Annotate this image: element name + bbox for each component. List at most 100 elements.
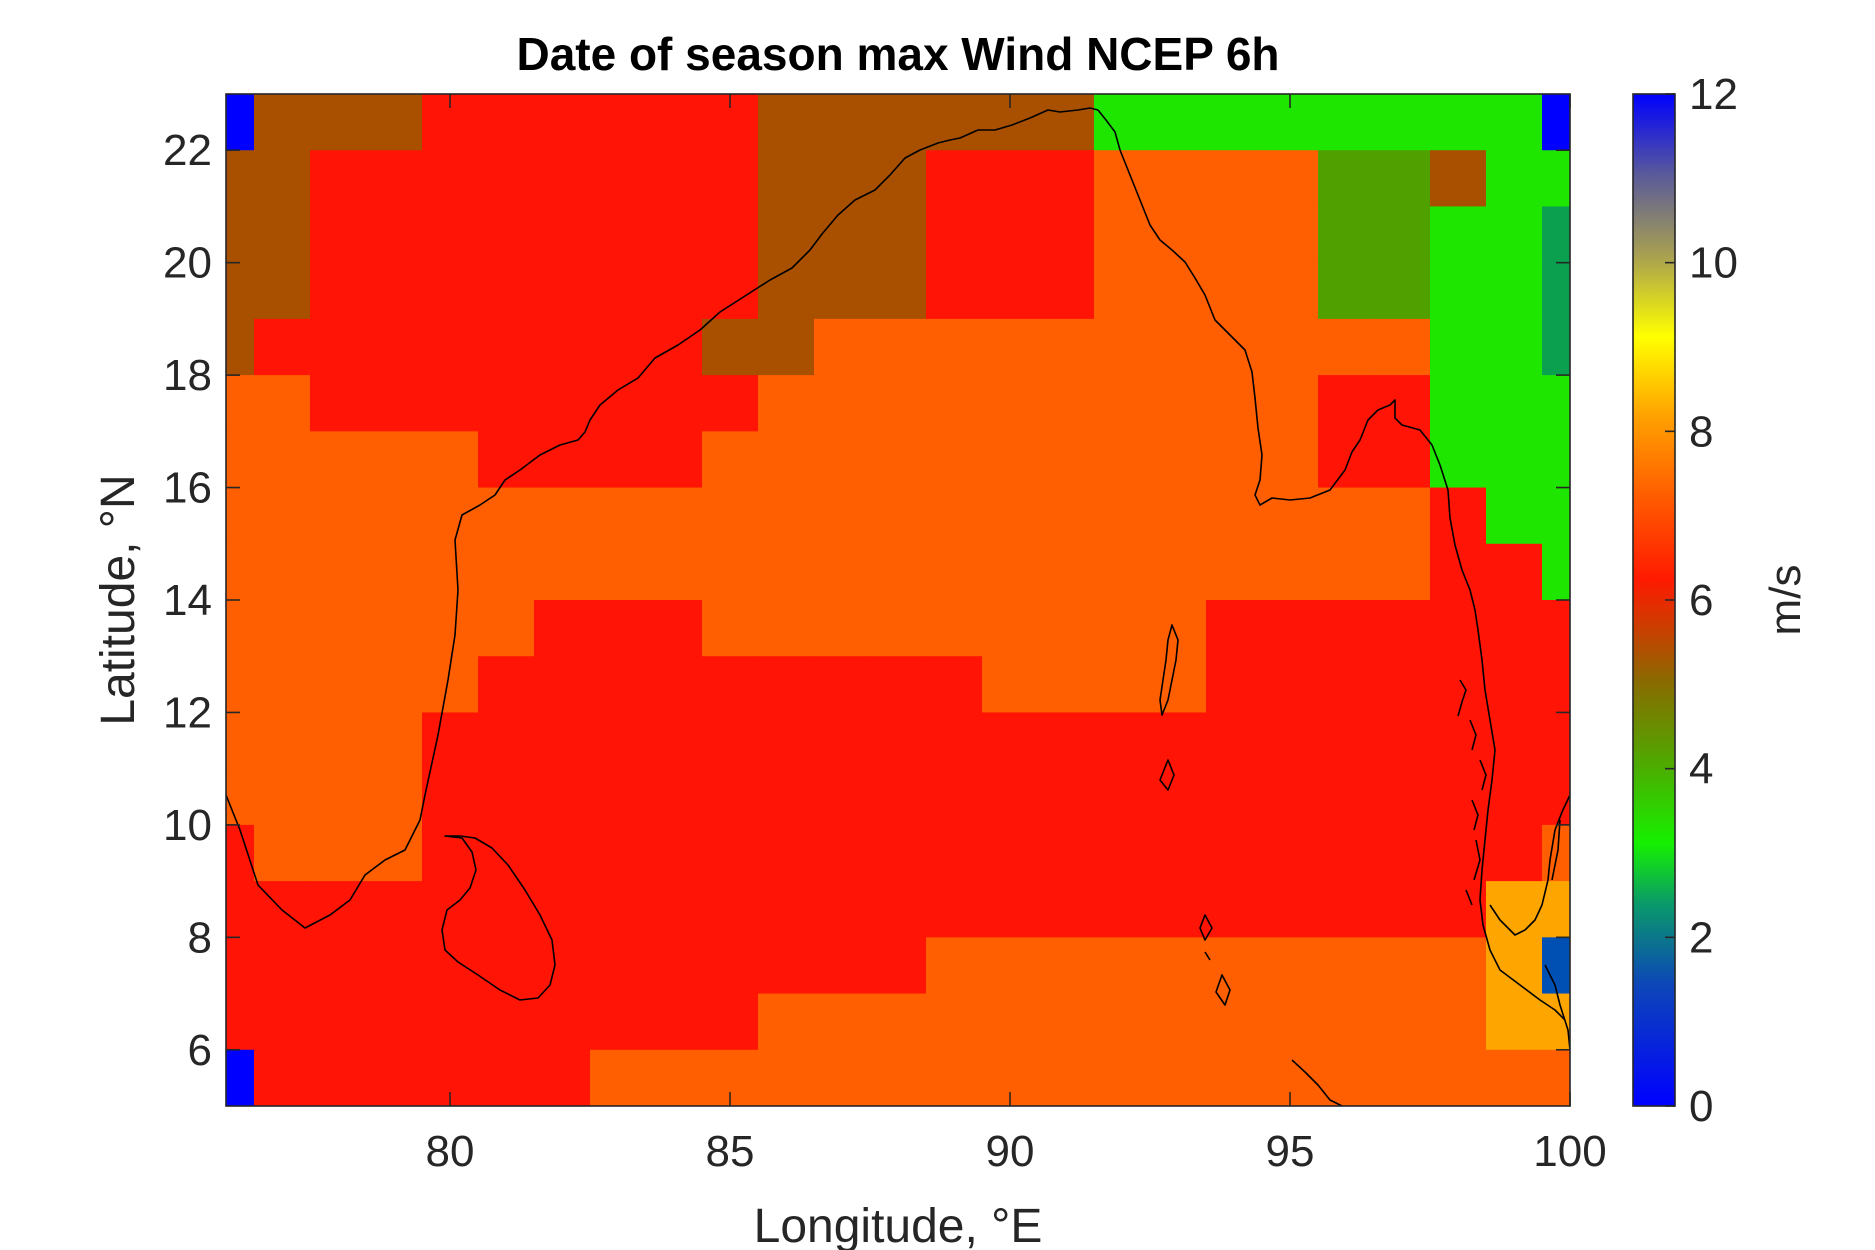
heatmap-cell <box>814 318 871 376</box>
heatmap-cell <box>1038 487 1095 545</box>
y-tick-label: 16 <box>163 464 212 513</box>
heatmap-cell <box>758 993 815 1051</box>
heatmap-cell <box>1486 375 1543 432</box>
heatmap-cell <box>870 487 927 545</box>
heatmap-cell <box>478 318 535 376</box>
heatmap-cell <box>1318 656 1375 713</box>
heatmap-cell <box>534 656 591 713</box>
heatmap-cell <box>702 712 759 770</box>
heatmap-cell <box>226 206 255 264</box>
heatmap-cell <box>1318 937 1375 995</box>
heatmap-cell <box>814 824 871 882</box>
heatmap-cell <box>1038 150 1095 207</box>
heatmap-cell <box>1262 375 1319 432</box>
heatmap-cell <box>1206 600 1263 657</box>
heatmap-cell <box>982 881 1039 938</box>
heatmap-cell <box>590 600 647 657</box>
heatmap-cell <box>1206 487 1263 545</box>
heatmap-cell <box>982 768 1039 826</box>
heatmap-cell <box>1374 656 1431 713</box>
heatmap-cell <box>1542 656 1570 713</box>
heatmap-cell <box>646 656 703 713</box>
heatmap-cell <box>1262 600 1319 657</box>
heatmap-cell <box>226 881 255 938</box>
heatmap-cell <box>366 768 423 826</box>
heatmap-cell <box>534 487 591 545</box>
heatmap-cell <box>590 768 647 826</box>
heatmap-cell <box>1486 768 1543 826</box>
heatmap-cell <box>226 1049 255 1106</box>
colorbar-tick-label: 10 <box>1689 239 1738 288</box>
heatmap-cell <box>366 431 423 489</box>
heatmap-cell <box>870 993 927 1051</box>
heatmap-cell <box>254 937 311 995</box>
heatmap-cell <box>1150 375 1207 432</box>
heatmap-cell <box>1262 262 1319 320</box>
heatmap-cell <box>422 993 479 1051</box>
heatmap-cell <box>1038 881 1095 938</box>
malaysia-coast <box>1544 964 1570 1051</box>
heatmap-cell <box>1150 543 1207 601</box>
heatmap-cell <box>534 712 591 770</box>
heatmap-cell <box>1206 94 1263 151</box>
heatmap-cell <box>870 881 927 938</box>
heatmap-cell <box>1150 206 1207 264</box>
heatmap-cell <box>478 993 535 1051</box>
heatmap-cell <box>534 431 591 489</box>
heatmap-cell <box>590 375 647 432</box>
y-tick-label: 20 <box>163 239 212 288</box>
heatmap-cell <box>814 712 871 770</box>
heatmap-cell <box>870 262 927 320</box>
heatmap-cell <box>478 262 535 320</box>
bangladesh-myanmar-coast <box>1097 109 1566 1021</box>
heatmap-cell <box>814 600 871 657</box>
heatmap-cell <box>590 881 647 938</box>
heatmap-cell <box>478 94 535 151</box>
y-tick-label: 6 <box>188 1026 212 1075</box>
heatmap-cell <box>534 262 591 320</box>
heatmap-cell <box>226 600 255 657</box>
heatmap-cell <box>926 824 983 882</box>
heatmap-cell <box>1262 656 1319 713</box>
heatmap-cell <box>758 881 815 938</box>
heatmap-cell <box>310 768 367 826</box>
heatmap-cell <box>1542 600 1570 657</box>
heatmap-cell <box>1150 150 1207 207</box>
heatmap-cell <box>1430 262 1487 320</box>
y-tick-label: 8 <box>188 913 212 962</box>
heatmap-cell <box>758 150 815 207</box>
heatmap-cell <box>1038 206 1095 264</box>
heatmap-cell <box>590 262 647 320</box>
heatmap-cell <box>1542 262 1570 320</box>
heatmap-cell <box>1206 318 1263 376</box>
heatmap-cell <box>366 993 423 1051</box>
heatmap-cell <box>870 768 927 826</box>
heatmap-cell <box>1094 318 1151 376</box>
heatmap-cell <box>310 937 367 995</box>
heatmap-cell <box>1486 262 1543 320</box>
heatmap-cell <box>366 375 423 432</box>
y-axis-ticks: 6 8 10 12 14 16 18 20 22 <box>163 126 1570 1075</box>
heatmap-cell <box>1094 768 1151 826</box>
heatmap-cell <box>1542 768 1570 826</box>
heatmap-cell <box>1262 768 1319 826</box>
heatmap-cell <box>254 768 311 826</box>
heatmap-cell <box>1150 937 1207 995</box>
heatmap-cell <box>1094 431 1151 489</box>
heatmap-cell <box>1038 824 1095 882</box>
heatmap-cell <box>1038 1049 1095 1106</box>
heatmap-cell <box>1486 94 1543 151</box>
heatmap-cell <box>1542 881 1570 938</box>
heatmap-cell <box>422 262 479 320</box>
heatmap-cell <box>534 318 591 376</box>
heatmap-cell <box>366 150 423 207</box>
heatmap-cell <box>1430 712 1487 770</box>
heatmap-cell <box>1374 1049 1431 1106</box>
heatmap-cell <box>1318 150 1375 207</box>
heatmap-cell <box>310 824 367 882</box>
heatmap-cell <box>1318 206 1375 264</box>
heatmap-cell <box>1262 937 1319 995</box>
heatmap-cell <box>814 262 871 320</box>
heatmap-cell <box>702 375 759 432</box>
